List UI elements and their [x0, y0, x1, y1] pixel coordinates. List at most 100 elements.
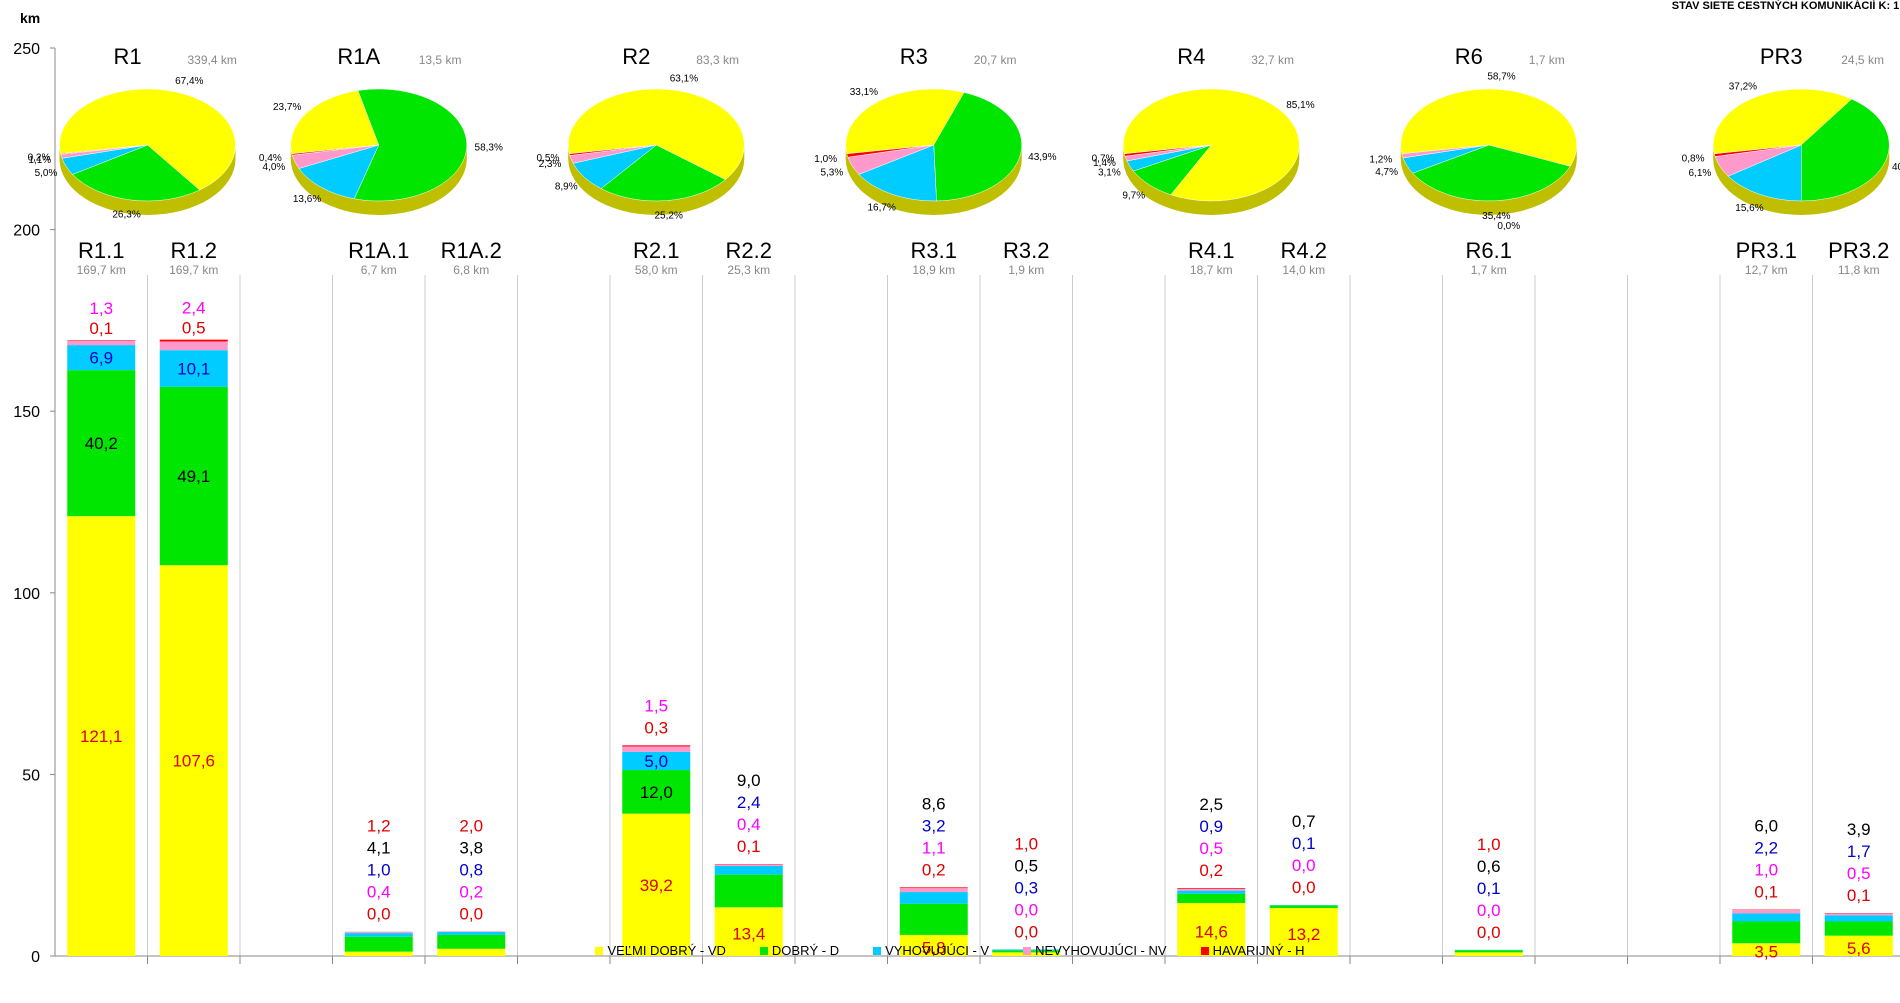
bar-category-label: R1A.1: [348, 238, 409, 263]
pie-slice: [291, 144, 379, 156]
bar-category-label: PR3.1: [1736, 238, 1797, 263]
pie-R1: 67,4% 26,3% 5,0% 1,1%0,2% R1 339,4 km: [28, 44, 237, 221]
pie-slice: [72, 144, 201, 202]
pie-percent-label: 5,0%: [35, 168, 58, 179]
pie-percent-label: 0,0%: [1497, 221, 1520, 232]
pie-slice: [298, 144, 380, 200]
pie-slice: [59, 88, 236, 191]
pie-percent-label: 16,7%: [867, 203, 895, 214]
pie-slice: [568, 88, 745, 180]
pie-R6: 58,7% 35,4% 4,7%1,2% 0,0% R6 1,7 km: [1369, 44, 1577, 232]
legend-item-nv: NEVYHOVUJÚCI - NV: [1023, 943, 1167, 958]
bar-segment: [622, 745, 691, 747]
pie-total-label: 13,5 km: [419, 53, 462, 67]
bar-segment: [437, 934, 506, 949]
bar-category-label: R3.2: [1003, 238, 1049, 263]
bar-segment: [622, 770, 691, 814]
pie-percent-label: 85,1%: [1286, 100, 1314, 111]
bar-segment: [1732, 913, 1801, 922]
bar-value-label: 0,0: [1292, 856, 1316, 875]
y-tick-label: 250: [13, 41, 40, 58]
bar-value-label: 1,0: [367, 861, 391, 880]
y-tick-label: 200: [13, 223, 40, 240]
bar-segment: [1177, 893, 1246, 903]
bar-segment: [1269, 905, 1338, 909]
bar-value-label: 2,4: [737, 793, 761, 812]
bar-segment: [67, 340, 136, 346]
bar-value-label: 0,1: [1477, 879, 1501, 898]
bar-value-label: 1,3: [89, 299, 113, 318]
bar-value-label: 0,5: [1014, 856, 1038, 875]
bar-R3.1: R3.118,9 km 5,8 8,6 3,2 1,1 0,2: [899, 238, 968, 957]
bar-value-label: 2,0: [459, 816, 483, 835]
pie-percent-label: 37,2%: [1729, 82, 1757, 93]
pie-R2: 63,1% 25,2% 8,9% 2,3%0,5% R2 83,3 km: [536, 44, 745, 222]
bar-value-label: 0,1: [737, 837, 761, 856]
bar-value-label: 0,3: [644, 718, 668, 737]
pie-title: PR3: [1760, 44, 1803, 69]
bar-PR3.1: PR3.112,7 km 3,5 6,0 2,2 1,0 0,1: [1732, 238, 1801, 962]
bar-value-label: 0,0: [1292, 878, 1316, 897]
bar-value-label: 0,9: [1199, 817, 1223, 836]
bar-value-label: 0,1: [1292, 834, 1316, 853]
bar-R2.2: R2.225,3 km 13,4 9,0 2,4 0,4 0,1: [714, 238, 783, 956]
y-tick-label: 150: [13, 404, 40, 421]
pie-percent-label: 63,1%: [670, 73, 698, 84]
legend-swatch-nv: [1023, 946, 1032, 955]
bar-segment: [344, 951, 413, 956]
bar-value-label: 0,8: [459, 860, 483, 879]
bar-length-label: 11,8 km: [1838, 263, 1880, 277]
pie-slice: [600, 144, 726, 202]
bar-category-label: R2.1: [633, 238, 679, 263]
chart-title: STAV SIETE CESTNÝCH KOMUNIKÁCIÍ K: 1.1.2…: [1671, 0, 1900, 12]
bar-category-label: R3.1: [911, 238, 957, 263]
legend-label-v: VYHOVUJÚCI - V: [885, 943, 990, 958]
bar-segment: [67, 370, 136, 517]
bar-value-label: 0,2: [1199, 861, 1223, 880]
pie-percent-label: 43,9%: [1028, 152, 1056, 163]
bar-segment: [344, 931, 413, 934]
pie-percent-label: 1,4%: [1093, 158, 1116, 169]
bar-value-label: 9,0: [737, 771, 761, 790]
bar-value-label: 0,1: [1847, 886, 1871, 905]
bar-value-label: 49,1: [177, 467, 210, 486]
pie-percent-label: 15,6%: [1735, 203, 1763, 214]
pie-percent-label: 0,2%: [28, 152, 51, 163]
bar-value-label: 1,0: [1477, 835, 1501, 854]
bar-length-label: 6,8 km: [453, 263, 489, 277]
bar-segment: [159, 339, 228, 342]
bar-value-label: 0,5: [1847, 864, 1871, 883]
legend: VEĽMI DOBRÝ - VD DOBRÝ - D VYHOVUJÚCI - …: [0, 943, 1900, 958]
pie-total-label: 20,7 km: [974, 53, 1017, 67]
bar-segment: [714, 907, 783, 956]
pie-title: R2: [622, 44, 650, 69]
bar-value-label: 5,0: [644, 752, 668, 771]
bar-category-label: R4.1: [1188, 238, 1234, 263]
bar-segment: [899, 887, 968, 889]
pie-slice: [845, 88, 965, 155]
bar-segment: [159, 350, 228, 387]
bar-segment: [899, 903, 968, 935]
bar-segment: [1824, 913, 1893, 916]
bar-value-label: 0,2: [922, 860, 946, 879]
y-axis-unit: km: [20, 10, 41, 26]
bar-R2.1: R2.158,0 km 39,2 12,0 5,0 1,5 0,3: [622, 238, 691, 956]
pie-slice: [1801, 98, 1890, 202]
bar-segment: [1177, 890, 1246, 894]
bar-value-label: 3,8: [459, 838, 483, 857]
pie-percent-label: 1,1%: [28, 155, 51, 166]
bar-value-label: 1,7: [1847, 842, 1871, 861]
pie-percent-label: 4,7%: [1375, 167, 1398, 178]
bar-category-label: R4.2: [1281, 238, 1327, 263]
bar-value-label: 5,6: [1847, 939, 1871, 958]
bar-R6.1: R6.11,7 km 1,0 0,6 0,1 0,0 0,0: [1454, 238, 1523, 956]
bar-value-label: 0,6: [1477, 857, 1501, 876]
pie-percent-label: 40,3%: [1892, 162, 1900, 173]
bar-value-label: 0,0: [1477, 923, 1501, 942]
bar-value-label: 0,0: [1014, 922, 1038, 941]
bar-value-label: 0,5: [1199, 839, 1223, 858]
bar-value-label: 3,2: [922, 816, 946, 835]
bar-value-label: 3,9: [1847, 820, 1871, 839]
bar-value-label: 6,0: [1754, 817, 1778, 836]
bar-value-label: 4,1: [367, 839, 391, 858]
